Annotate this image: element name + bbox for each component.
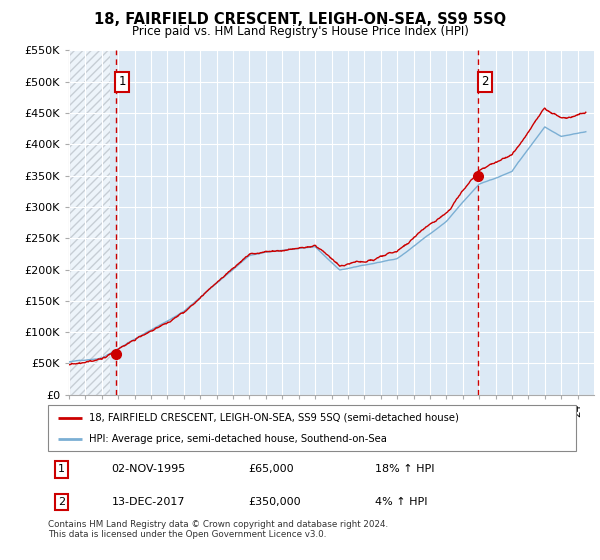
Text: 1: 1 <box>118 75 126 88</box>
Text: 18, FAIRFIELD CRESCENT, LEIGH-ON-SEA, SS9 5SQ: 18, FAIRFIELD CRESCENT, LEIGH-ON-SEA, SS… <box>94 12 506 27</box>
Text: £350,000: £350,000 <box>248 497 301 507</box>
Text: 2: 2 <box>58 497 65 507</box>
Text: 1: 1 <box>58 464 65 474</box>
Text: 2: 2 <box>481 75 488 88</box>
Text: 02-NOV-1995: 02-NOV-1995 <box>112 464 185 474</box>
Text: Contains HM Land Registry data © Crown copyright and database right 2024.
This d: Contains HM Land Registry data © Crown c… <box>48 520 388 539</box>
Text: £65,000: £65,000 <box>248 464 294 474</box>
Text: 18, FAIRFIELD CRESCENT, LEIGH-ON-SEA, SS9 5SQ (semi-detached house): 18, FAIRFIELD CRESCENT, LEIGH-ON-SEA, SS… <box>89 413 459 423</box>
Text: 18% ↑ HPI: 18% ↑ HPI <box>376 464 435 474</box>
FancyBboxPatch shape <box>48 405 576 451</box>
Text: 13-DEC-2017: 13-DEC-2017 <box>112 497 185 507</box>
Text: HPI: Average price, semi-detached house, Southend-on-Sea: HPI: Average price, semi-detached house,… <box>89 435 387 444</box>
Text: Price paid vs. HM Land Registry's House Price Index (HPI): Price paid vs. HM Land Registry's House … <box>131 25 469 38</box>
Text: 4% ↑ HPI: 4% ↑ HPI <box>376 497 428 507</box>
